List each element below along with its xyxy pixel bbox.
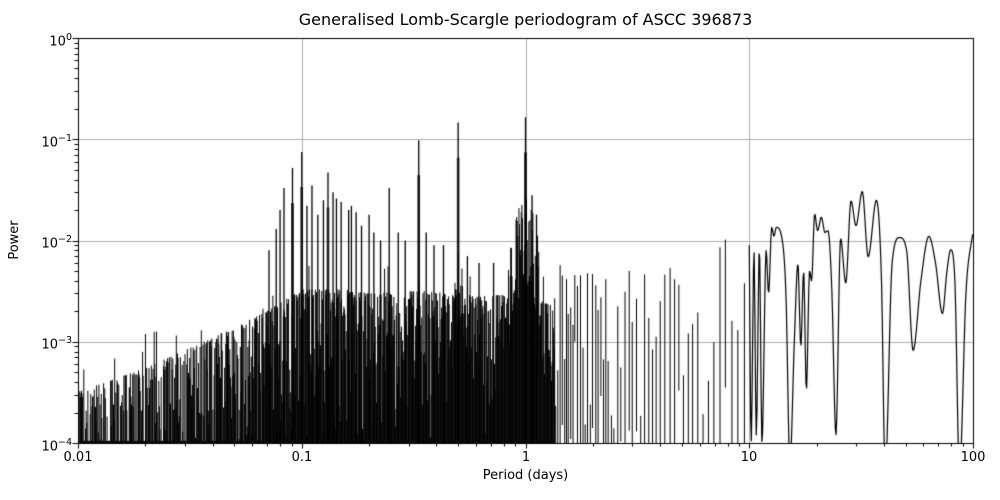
y-tick-1e-4: 10−4: [41, 437, 72, 455]
x-tick-0.1: 0.1: [291, 450, 313, 465]
y-tick-1e-2: 10−2: [41, 234, 72, 252]
x-tick-100: 100: [960, 450, 986, 465]
x-axis-label: Period (days): [482, 468, 569, 483]
y-tick-1e-3: 10−3: [41, 335, 72, 353]
y-tick-1e0: 100: [49, 32, 72, 50]
y-axis-label: Power: [7, 220, 22, 260]
x-tick-1: 1: [521, 450, 531, 465]
chart-title: Generalised Lomb-Scargle periodogram of …: [298, 10, 753, 29]
x-tick-0.01: 0.01: [63, 450, 93, 465]
x-tick-10: 10: [740, 450, 758, 465]
y-tick-1e-1: 10−1: [41, 133, 72, 151]
